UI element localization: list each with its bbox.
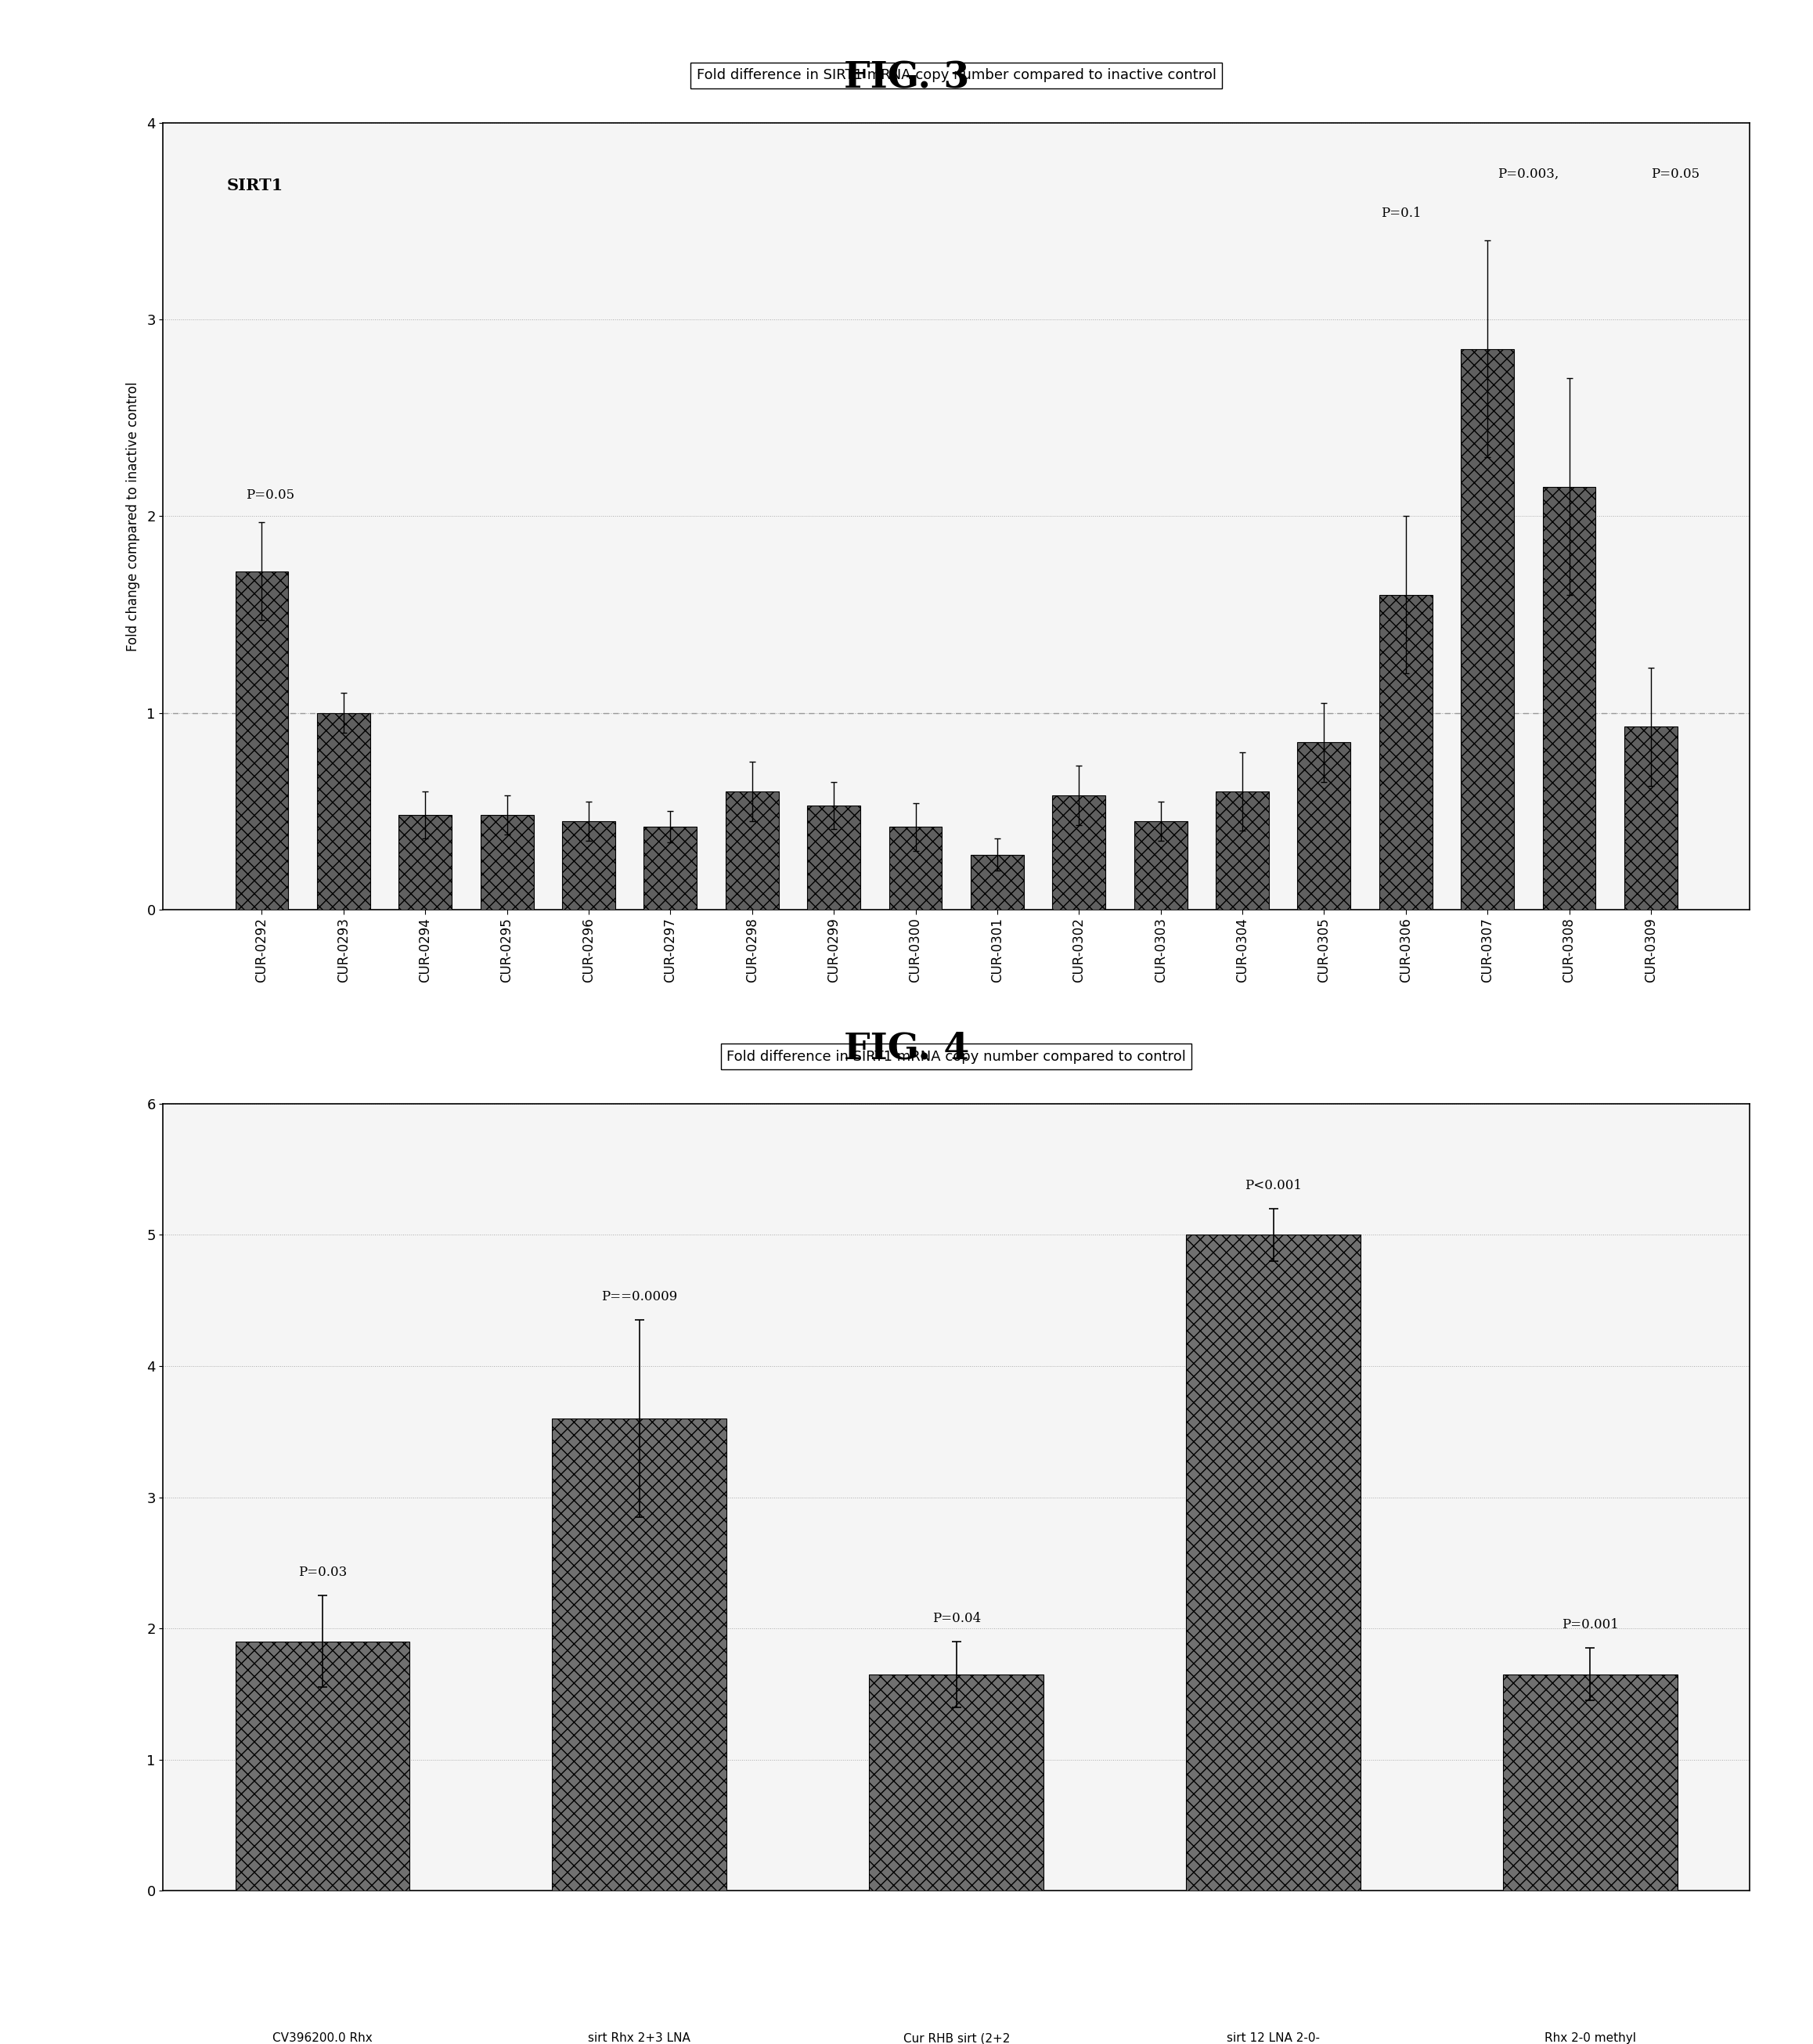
Text: FIG. 4: FIG. 4 (843, 1030, 970, 1067)
Text: Fold difference in SIRT1 mRNA copy number compared to control: Fold difference in SIRT1 mRNA copy numbe… (727, 1049, 1186, 1063)
Bar (888, 828, 943, 910)
Bar (1135, 822, 1188, 910)
Text: sirt 12 LNA 2-0-
Methyk mix: sirt 12 LNA 2-0- Methyk mix (1227, 2032, 1320, 2044)
Bar (1298, 742, 1351, 910)
Text: P=0.03: P=0.03 (297, 1566, 346, 1580)
Text: P=0.1: P=0.1 (1382, 206, 1421, 221)
Text: CV396200.0 Rhx: CV396200.0 Rhx (272, 2032, 372, 2044)
Text: P==0.0009: P==0.0009 (602, 1290, 678, 1304)
Bar (644, 828, 696, 910)
Text: SIRT1: SIRT1 (227, 178, 283, 194)
Text: FIG. 3: FIG. 3 (843, 59, 970, 96)
Text: P<0.001: P<0.001 (1246, 1179, 1302, 1192)
Text: Cur RHB sirt (2+2
LNA): Cur RHB sirt (2+2 LNA) (903, 2032, 1010, 2044)
Bar (725, 791, 778, 910)
Bar (1186, 1235, 1360, 1891)
Bar (399, 816, 451, 910)
Bar (868, 1674, 1044, 1891)
Bar (1052, 795, 1106, 910)
Bar (1217, 791, 1269, 910)
Bar (317, 713, 370, 910)
Bar (236, 1641, 410, 1891)
Bar (562, 822, 615, 910)
Bar (553, 1419, 727, 1891)
Bar (480, 816, 533, 910)
Text: P=0.04: P=0.04 (932, 1611, 981, 1625)
Bar (970, 854, 1024, 910)
Text: P=0.003,: P=0.003, (1498, 168, 1559, 180)
Bar (807, 805, 861, 910)
Bar (1503, 1674, 1677, 1891)
Text: P=0.05: P=0.05 (245, 489, 294, 501)
Bar (1380, 595, 1432, 910)
Bar (1543, 486, 1595, 910)
Y-axis label: Fold change compared to inactive control: Fold change compared to inactive control (125, 382, 140, 650)
Text: sirt Rhx 2+3 LNA: sirt Rhx 2+3 LNA (587, 2032, 691, 2044)
Bar (236, 570, 288, 910)
Text: Rhx 2-0 methyl: Rhx 2-0 methyl (1545, 2032, 1635, 2044)
Text: P=0.001: P=0.001 (1561, 1619, 1619, 1631)
Text: Fold difference in SIRT1 mRNA copy number compared to inactive control: Fold difference in SIRT1 mRNA copy numbe… (696, 67, 1217, 82)
Bar (1461, 350, 1514, 910)
Text: P=0.05: P=0.05 (1652, 168, 1701, 180)
Bar (1624, 726, 1677, 910)
